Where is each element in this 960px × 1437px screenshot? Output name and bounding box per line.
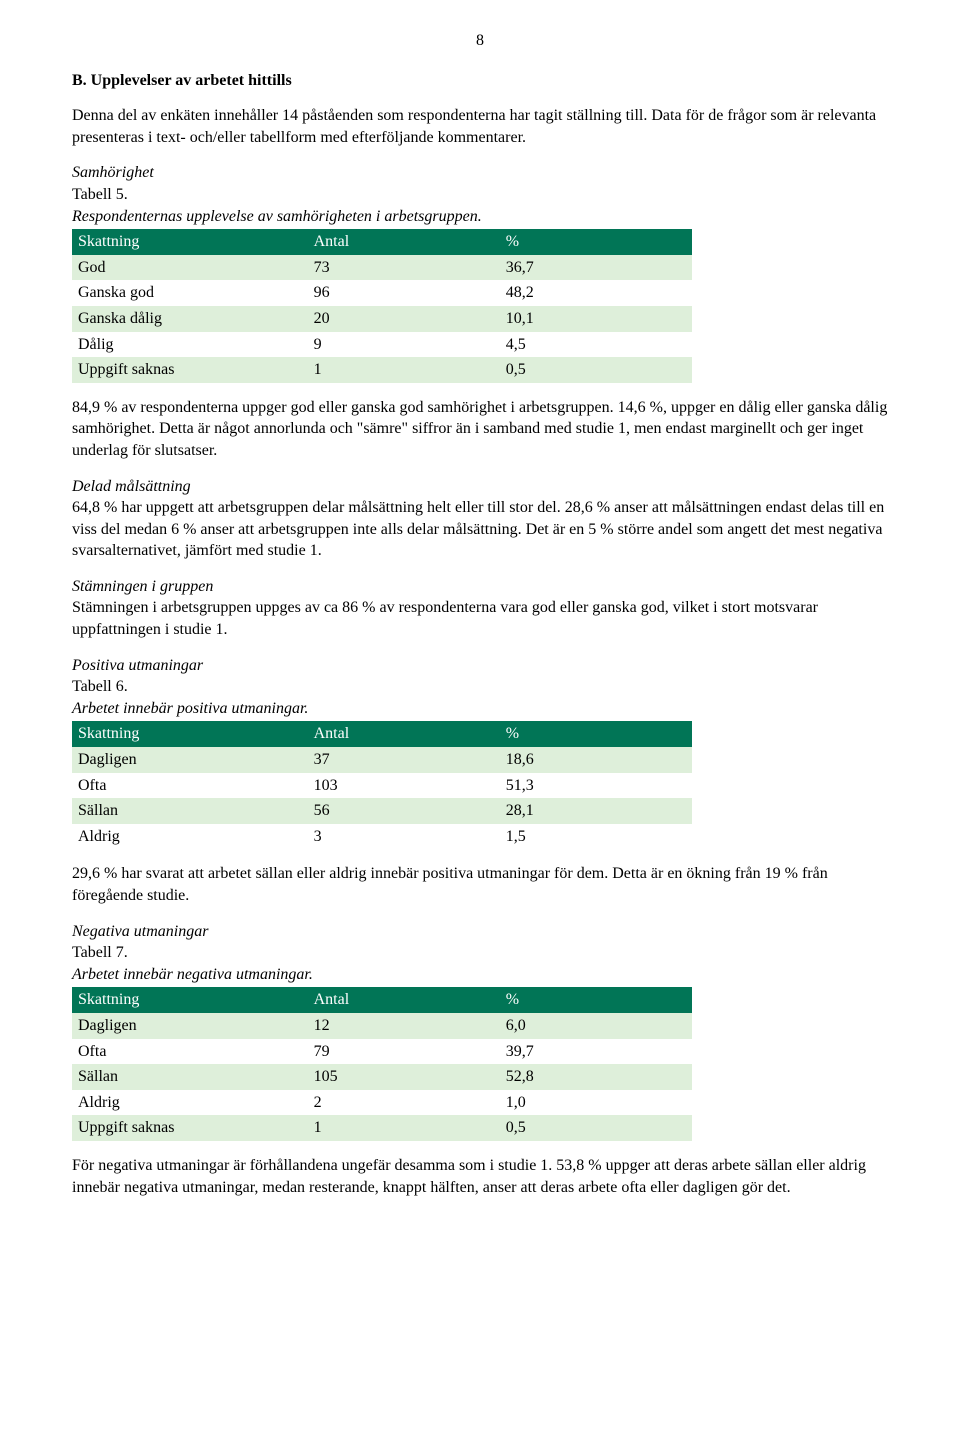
table-row: Aldrig 3 1,5 bbox=[72, 824, 692, 850]
cell: 39,7 bbox=[500, 1039, 692, 1065]
cell: 3 bbox=[308, 824, 500, 850]
table-row: Dagligen 12 6,0 bbox=[72, 1013, 692, 1039]
cell: 36,7 bbox=[500, 255, 692, 281]
table7-caption: Arbetet innebär negativa utmaningar. bbox=[72, 964, 888, 986]
cell: 37 bbox=[308, 747, 500, 773]
cell: Ganska god bbox=[72, 280, 308, 306]
table-row: Aldrig 2 1,0 bbox=[72, 1090, 692, 1116]
table7-label: Tabell 7. bbox=[72, 942, 888, 964]
cell: Ofta bbox=[72, 773, 308, 799]
table7-header-antal: Antal bbox=[308, 987, 500, 1013]
cell: 10,1 bbox=[500, 306, 692, 332]
cell: 1,5 bbox=[500, 824, 692, 850]
intro-paragraph: Denna del av enkäten innehåller 14 påstå… bbox=[72, 105, 888, 148]
cell: 1 bbox=[308, 1115, 500, 1141]
table5-header-percent: % bbox=[500, 229, 692, 255]
table-row: Uppgift saknas 1 0,5 bbox=[72, 357, 692, 383]
cell: Dålig bbox=[72, 332, 308, 358]
page-number: 8 bbox=[72, 30, 888, 52]
subhead-samhorighet: Samhörighet bbox=[72, 162, 888, 184]
negativa-paragraph: För negativa utmaningar är förhållandena… bbox=[72, 1155, 888, 1198]
table5-header-skattning: Skattning bbox=[72, 229, 308, 255]
positiva-paragraph: 29,6 % har svarat att arbetet sällan ell… bbox=[72, 863, 888, 906]
table5-header-antal: Antal bbox=[308, 229, 500, 255]
table-row: Sällan 56 28,1 bbox=[72, 798, 692, 824]
cell: 52,8 bbox=[500, 1064, 692, 1090]
table6-header-percent: % bbox=[500, 721, 692, 747]
cell: Uppgift saknas bbox=[72, 1115, 308, 1141]
cell: 9 bbox=[308, 332, 500, 358]
cell: 48,2 bbox=[500, 280, 692, 306]
section-heading: B. Upplevelser av arbetet hittills bbox=[72, 70, 888, 92]
table5: Skattning Antal % God 73 36,7 Ganska god… bbox=[72, 229, 692, 383]
table5-caption: Respondenternas upplevelse av samhörighe… bbox=[72, 206, 888, 228]
cell: Dagligen bbox=[72, 1013, 308, 1039]
cell: Ofta bbox=[72, 1039, 308, 1065]
table6-caption: Arbetet innebär positiva utmaningar. bbox=[72, 698, 888, 720]
table6-header-antal: Antal bbox=[308, 721, 500, 747]
cell: 73 bbox=[308, 255, 500, 281]
cell: 2 bbox=[308, 1090, 500, 1116]
cell: Ganska dålig bbox=[72, 306, 308, 332]
table7-header-skattning: Skattning bbox=[72, 987, 308, 1013]
subhead-positiva: Positiva utmaningar bbox=[72, 655, 888, 677]
table-row: Uppgift saknas 1 0,5 bbox=[72, 1115, 692, 1141]
cell: 28,1 bbox=[500, 798, 692, 824]
table-row: God 73 36,7 bbox=[72, 255, 692, 281]
cell: Uppgift saknas bbox=[72, 357, 308, 383]
table7-header-percent: % bbox=[500, 987, 692, 1013]
subhead-negativa: Negativa utmaningar bbox=[72, 921, 888, 943]
table-row: Sällan 105 52,8 bbox=[72, 1064, 692, 1090]
cell: Dagligen bbox=[72, 747, 308, 773]
cell: 51,3 bbox=[500, 773, 692, 799]
table-row: Ofta 103 51,3 bbox=[72, 773, 692, 799]
table6-header-skattning: Skattning bbox=[72, 721, 308, 747]
table7: Skattning Antal % Dagligen 12 6,0 Ofta 7… bbox=[72, 987, 692, 1141]
cell: Aldrig bbox=[72, 824, 308, 850]
cell: God bbox=[72, 255, 308, 281]
cell: 20 bbox=[308, 306, 500, 332]
cell: 1,0 bbox=[500, 1090, 692, 1116]
cell: Sällan bbox=[72, 1064, 308, 1090]
table-row: Ofta 79 39,7 bbox=[72, 1039, 692, 1065]
cell: 12 bbox=[308, 1013, 500, 1039]
table-row: Dålig 9 4,5 bbox=[72, 332, 692, 358]
subhead-stamning: Stämningen i gruppen bbox=[72, 576, 888, 598]
cell: 56 bbox=[308, 798, 500, 824]
cell: 96 bbox=[308, 280, 500, 306]
table-row: Dagligen 37 18,6 bbox=[72, 747, 692, 773]
table6: Skattning Antal % Dagligen 37 18,6 Ofta … bbox=[72, 721, 692, 849]
table-row: Ganska god 96 48,2 bbox=[72, 280, 692, 306]
cell: 4,5 bbox=[500, 332, 692, 358]
cell: 0,5 bbox=[500, 1115, 692, 1141]
cell: Aldrig bbox=[72, 1090, 308, 1116]
table-row: Ganska dålig 20 10,1 bbox=[72, 306, 692, 332]
subhead-delad: Delad målsättning bbox=[72, 476, 888, 498]
table6-label: Tabell 6. bbox=[72, 676, 888, 698]
cell: 79 bbox=[308, 1039, 500, 1065]
cell: Sällan bbox=[72, 798, 308, 824]
cell: 1 bbox=[308, 357, 500, 383]
delad-paragraph: 64,8 % har uppgett att arbetsgruppen del… bbox=[72, 497, 888, 562]
stamning-paragraph: Stämningen i arbetsgruppen uppges av ca … bbox=[72, 597, 888, 640]
table5-label: Tabell 5. bbox=[72, 184, 888, 206]
cell: 103 bbox=[308, 773, 500, 799]
cell: 105 bbox=[308, 1064, 500, 1090]
samhorighet-paragraph: 84,9 % av respondenterna uppger god elle… bbox=[72, 397, 888, 462]
cell: 18,6 bbox=[500, 747, 692, 773]
cell: 0,5 bbox=[500, 357, 692, 383]
cell: 6,0 bbox=[500, 1013, 692, 1039]
